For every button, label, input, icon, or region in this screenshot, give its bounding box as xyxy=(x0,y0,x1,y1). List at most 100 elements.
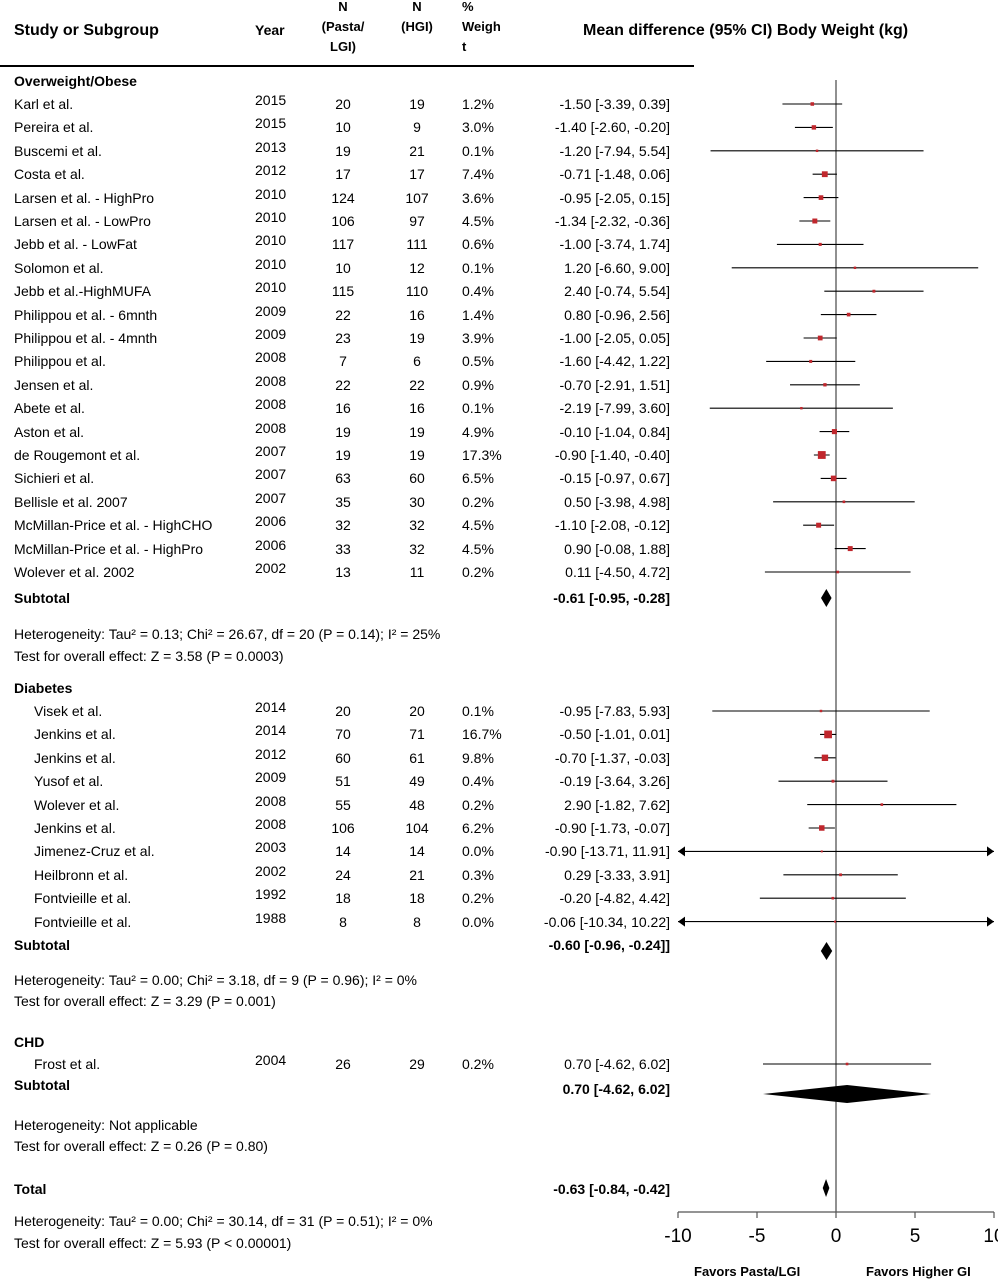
mean-difference-ci: -1.60 [-4.42, 1.22] xyxy=(559,353,670,370)
weight-percent: 0.4% xyxy=(462,773,494,790)
header-n2: N (HGI) xyxy=(401,0,433,34)
n-pasta-lgi: 20 xyxy=(335,703,351,719)
study-marker xyxy=(812,218,818,224)
table-row: Visek et al. 2014 20 20 0.1% -0.95 [-7.83, 5.… xyxy=(0,699,690,725)
n-hgi: 71 xyxy=(409,726,425,743)
study-name: Costa et al. xyxy=(14,166,85,183)
mean-difference-ci: -1.40 [-2.60, -0.20] xyxy=(554,119,670,136)
study-marker xyxy=(845,1062,849,1066)
weight-percent: 0.1% xyxy=(462,703,494,719)
x-tick-label: 0 xyxy=(831,1226,842,1247)
study-year: 2002 xyxy=(255,560,287,576)
study-name: Jebb et al.-HighMUFA xyxy=(14,283,151,300)
mean-difference-ci: -2.19 [-7.99, 3.60] xyxy=(559,400,670,417)
table-row: Yusof et al. 2009 51 49 0.4% -0.19 [-3.64, 3.… xyxy=(0,769,690,795)
n-pasta-lgi: 32 xyxy=(335,517,351,534)
study-name: Jensen et al. xyxy=(14,376,94,393)
table-row: Sichieri et al. 2007 63 60 6.5% -0.15 [-0.97,… xyxy=(0,466,690,492)
mean-difference-ci: -0.15 [-0.97, 0.67] xyxy=(559,470,670,487)
n-hgi: 19 xyxy=(409,423,425,440)
mean-difference-ci: -1.00 [-2.05, 0.05] xyxy=(559,330,670,346)
study-marker xyxy=(847,546,853,552)
study-year: 2007 xyxy=(255,489,287,506)
weight-percent: 16.7% xyxy=(462,726,502,743)
study-year: 2002 xyxy=(255,862,287,879)
mean-difference-ci: -1.34 [-2.32, -0.36] xyxy=(554,213,670,229)
weight-percent: 7.4% xyxy=(462,166,494,183)
weight-percent: 0.2% xyxy=(462,890,494,907)
table-row: Karl et al. 2015 20 19 1.2% -1.50 [-3.39, 0.3… xyxy=(0,92,690,118)
mean-difference-ci: -1.10 [-2.08, -0.12] xyxy=(554,517,670,534)
n-hgi: 29 xyxy=(409,1056,425,1072)
study-name: Visek et al. xyxy=(34,703,103,719)
study-name: Frost et al. xyxy=(34,1056,101,1072)
n-pasta-lgi: 20 xyxy=(335,96,351,112)
study-marker xyxy=(853,266,857,270)
weight-percent: 3.0% xyxy=(462,119,494,136)
study-marker xyxy=(819,825,825,831)
study-year: 2012 xyxy=(255,162,287,179)
ci-arrow-right xyxy=(987,846,994,857)
study-marker xyxy=(872,289,876,293)
study-year: 2010 xyxy=(255,279,287,296)
mean-difference-ci: 2.40 [-0.74, 5.54] xyxy=(564,283,670,300)
weight-percent: 0.2% xyxy=(462,796,494,813)
mean-difference-ci: 1.20 [-6.60, 9.00] xyxy=(564,259,670,276)
subtotal-ci-chd: 0.70 [-4.62, 6.02] xyxy=(562,1081,670,1097)
heterogeneity-chd: Heterogeneity: Not applicable xyxy=(14,1117,198,1133)
study-marker xyxy=(816,522,822,528)
study-year: 2006 xyxy=(255,536,287,553)
study-name: Jenkins et al. xyxy=(34,820,116,836)
weight-percent: 0.2% xyxy=(462,1056,494,1072)
subtotal-label-chd: Subtotal xyxy=(14,1077,70,1093)
n-pasta-lgi: 8 xyxy=(339,913,347,930)
n-pasta-lgi: 13 xyxy=(335,564,351,580)
study-year: 2010 xyxy=(255,255,287,272)
weight-percent: 0.5% xyxy=(462,353,494,370)
weight-percent: 6.2% xyxy=(462,820,494,836)
table-row: Frost et al. 2004 26 29 0.2% 0.70 [-4.62, 6.0… xyxy=(0,1052,690,1078)
n-hgi: 32 xyxy=(409,517,425,534)
ci-arrow-left xyxy=(678,916,685,927)
table-row: Jimenez-Cruz et al. 2003 14 14 0.0% -0.90 [-1… xyxy=(0,839,690,865)
x-tick-label: 10 xyxy=(983,1226,998,1247)
header-weight: % Weigh t xyxy=(462,0,501,54)
ci-arrow-right xyxy=(987,916,994,927)
n-pasta-lgi: 117 xyxy=(331,236,355,253)
study-year: 2012 xyxy=(255,745,287,762)
study-marker xyxy=(815,149,819,153)
n-hgi: 104 xyxy=(405,820,429,836)
study-year: 2015 xyxy=(255,92,287,108)
n-hgi: 11 xyxy=(409,564,425,580)
pooled-diamond xyxy=(822,1179,830,1197)
study-name: Fontvieille et al. xyxy=(34,913,132,930)
study-year: 2008 xyxy=(255,419,287,436)
x-tick-label: -10 xyxy=(664,1226,691,1247)
heterogeneity-overweight: Heterogeneity: Tau² = 0.13; Chi² = 26.67… xyxy=(14,626,441,642)
table-row: Pereira et al. 2015 10 9 3.0% -1.40 [-2.60, -… xyxy=(0,115,690,141)
weight-percent: 0.4% xyxy=(462,283,494,300)
study-marker xyxy=(824,730,832,739)
n-pasta-lgi: 24 xyxy=(335,866,351,883)
table-row: Bellisle et al. 2007 2007 35 30 0.2% 0.50 [-3… xyxy=(0,490,690,516)
study-name: Karl et al. xyxy=(14,96,74,112)
weight-percent: 0.0% xyxy=(462,843,494,860)
n-pasta-lgi: 19 xyxy=(335,423,351,440)
n-pasta-lgi: 19 xyxy=(335,447,351,463)
group-title-overweight: Overweight/Obese xyxy=(14,73,137,89)
study-marker xyxy=(809,359,813,363)
table-row: Solomon et al. 2010 10 12 0.1% 1.20 [-6.60, 9… xyxy=(0,256,690,282)
study-name: Yusof et al. xyxy=(34,773,104,790)
header-divider xyxy=(0,65,694,67)
n-hgi: 17 xyxy=(409,166,425,183)
group-title-chd: CHD xyxy=(14,1034,45,1050)
n-pasta-lgi: 22 xyxy=(335,306,351,323)
study-year: 2014 xyxy=(255,722,287,739)
overall-effect-diabetes: Test for overall effect: Z = 3.29 (P = 0… xyxy=(14,993,276,1009)
study-year: 2008 xyxy=(255,396,287,413)
weight-percent: 0.2% xyxy=(462,564,494,580)
n-hgi: 16 xyxy=(409,306,425,323)
weight-percent: 6.5% xyxy=(462,470,494,487)
study-name: Sichieri et al. xyxy=(14,470,95,487)
study-marker xyxy=(817,335,823,341)
